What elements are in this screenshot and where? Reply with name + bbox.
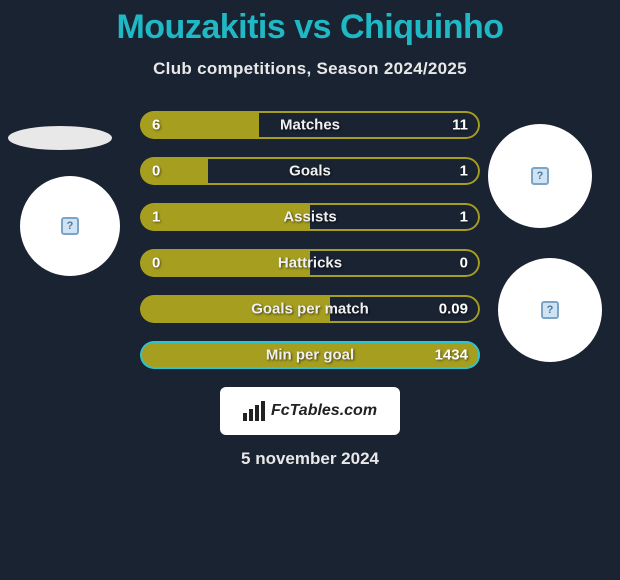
bar-label: Goals per match — [251, 301, 369, 318]
brand-badge[interactable]: FcTables.com — [220, 387, 400, 435]
bar-label: Matches — [280, 117, 340, 134]
bar-row: 0.09 Goals per match — [140, 295, 480, 323]
brand-text: FcTables.com — [271, 402, 377, 420]
bar-value-right: 1 — [460, 163, 468, 180]
bar-value-right: 0 — [460, 255, 468, 272]
bar-row: 0 1 Goals — [140, 157, 480, 185]
placeholder-icon — [61, 217, 79, 235]
player-avatar-left — [20, 176, 120, 276]
placeholder-icon — [531, 167, 549, 185]
bars-icon — [243, 401, 265, 421]
player-avatar-right-top — [488, 124, 592, 228]
date-text: 5 november 2024 — [0, 449, 620, 469]
bar-value-left: 1 — [152, 209, 160, 226]
bar-row: 1434 Min per goal — [140, 341, 480, 369]
bar-value-right: 0.09 — [439, 301, 468, 318]
bar-row: 6 11 Matches — [140, 111, 480, 139]
bar-fill-left — [140, 157, 208, 185]
bar-label: Min per goal — [266, 347, 354, 364]
page-title: Mouzakitis vs Chiquinho — [0, 0, 620, 47]
bar-value-right: 11 — [452, 117, 468, 134]
player-avatar-right-bottom — [498, 258, 602, 362]
comparison-bars: 6 11 Matches 0 1 Goals 1 1 Assists 0 0 H… — [140, 111, 480, 369]
bar-value-left: 0 — [152, 255, 160, 272]
bar-label: Assists — [283, 209, 336, 226]
bar-value-right: 1 — [460, 209, 468, 226]
bar-label: Goals — [289, 163, 331, 180]
bar-row: 0 0 Hattricks — [140, 249, 480, 277]
bar-row: 1 1 Assists — [140, 203, 480, 231]
avatar-shadow-ellipse — [8, 126, 112, 150]
placeholder-icon — [541, 301, 559, 319]
bar-label: Hattricks — [278, 255, 342, 272]
page-subtitle: Club competitions, Season 2024/2025 — [0, 59, 620, 79]
bar-value-left: 0 — [152, 163, 160, 180]
bar-value-right: 1434 — [435, 347, 468, 364]
bar-value-left: 6 — [152, 117, 160, 134]
